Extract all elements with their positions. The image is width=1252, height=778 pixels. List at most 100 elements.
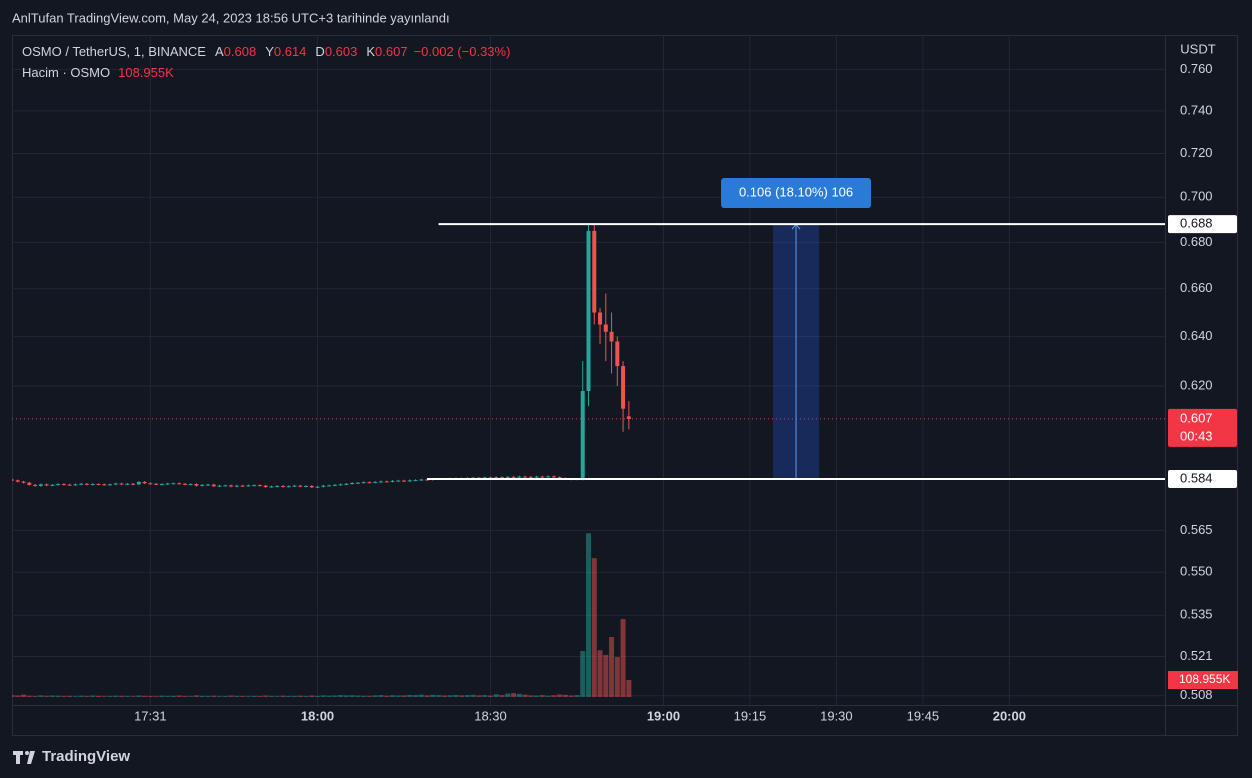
- x-tick-label: 18:30: [474, 708, 507, 723]
- volume-bar: [26, 695, 32, 697]
- volume-bar: [338, 695, 344, 697]
- legend-symbol: OSMO / TetherUS, 1, BINANCE: [22, 44, 206, 59]
- candle-body: [378, 481, 383, 483]
- candle-body: [551, 476, 556, 478]
- volume-bar: [528, 695, 534, 697]
- x-tick-label: 19:15: [734, 708, 767, 723]
- candle-body: [223, 485, 228, 487]
- volume-bar: [55, 695, 61, 697]
- candle-body: [240, 485, 245, 487]
- volume-bar: [67, 695, 73, 697]
- countdown-label: 00:43: [1180, 428, 1213, 443]
- volume-bar: [280, 695, 286, 697]
- candle-body: [592, 230, 597, 313]
- y-tick-label: 0.535: [1180, 607, 1213, 622]
- candle-body: [50, 484, 55, 486]
- volume-bar: [159, 695, 165, 697]
- candle-body: [540, 476, 545, 478]
- volume-bar: [211, 695, 217, 697]
- legend-change: −0.002 (−0.33%): [414, 44, 511, 59]
- volume-bar: [366, 695, 372, 697]
- candle-body: [327, 485, 332, 487]
- candle-body: [534, 476, 539, 478]
- volume-bar: [568, 695, 574, 697]
- volume-bar: [32, 696, 38, 697]
- candle-body: [234, 485, 239, 487]
- candle-body: [425, 479, 430, 481]
- volume-bar: [349, 695, 355, 697]
- volume-bar: [516, 693, 522, 697]
- volume-bar: [389, 695, 395, 697]
- candle-body: [229, 485, 234, 487]
- candle-body: [373, 481, 378, 483]
- volume-bar: [407, 694, 413, 697]
- candle-body: [38, 484, 43, 486]
- volume-bar: [234, 695, 240, 697]
- candle-body: [621, 366, 626, 409]
- volume-bar: [320, 695, 326, 697]
- candle-body: [165, 483, 170, 485]
- candle-body: [546, 476, 551, 478]
- volume-bar: [268, 695, 274, 697]
- volume-bar: [545, 695, 551, 697]
- x-tick-label: 19:45: [907, 708, 940, 723]
- volume-bar: [222, 696, 228, 697]
- volume-bar: [580, 651, 586, 697]
- y-tick-label: 0.620: [1180, 377, 1213, 392]
- candle-body: [304, 485, 309, 487]
- candle-body: [586, 230, 591, 392]
- candle-body: [252, 485, 257, 487]
- candle-body: [246, 485, 251, 487]
- candle-body: [402, 480, 407, 482]
- volume-bar: [84, 696, 90, 697]
- volume-bar: [251, 695, 257, 697]
- volume-bar: [464, 695, 470, 697]
- volume-bar: [78, 695, 84, 697]
- candle-body: [84, 483, 89, 485]
- candle-body: [96, 484, 101, 486]
- candle-body: [309, 485, 314, 488]
- level-label-box: [1168, 215, 1237, 234]
- candle-body: [390, 480, 395, 482]
- candle-body: [280, 485, 285, 487]
- volume-bar: [551, 695, 557, 697]
- volume-bar: [49, 695, 55, 697]
- volume-bar: [113, 695, 119, 697]
- volume-bar: [303, 696, 309, 697]
- volume-bar: [332, 695, 338, 697]
- candle-body: [61, 484, 66, 486]
- volume-bar: [470, 694, 476, 697]
- volume-bar: [15, 695, 21, 697]
- legend-value: 0.608: [224, 44, 257, 59]
- candle-body: [609, 331, 614, 342]
- volume-bar: [534, 695, 540, 697]
- volume-bar: [614, 657, 620, 697]
- y-tick-label: 0.508: [1180, 687, 1213, 702]
- y-tick-label: 0.521: [1180, 648, 1213, 663]
- candle-body: [44, 484, 49, 486]
- volume-bar: [418, 694, 424, 697]
- volume-bar: [274, 696, 280, 697]
- legend-value: 0.607: [375, 44, 408, 59]
- volume-bar: [217, 696, 223, 697]
- volume-bar: [539, 695, 545, 697]
- candle-body: [580, 391, 585, 479]
- candle-body: [332, 484, 337, 486]
- volume-bar: [240, 696, 246, 697]
- volume-bar: [142, 695, 148, 697]
- volume-bar: [95, 695, 101, 697]
- volume-bar: [12, 695, 15, 697]
- y-tick-label: 0.760: [1180, 61, 1213, 76]
- candle-body: [494, 477, 499, 479]
- volume-bar: [430, 694, 436, 697]
- candle-body: [523, 476, 528, 478]
- legend-key: K: [366, 44, 375, 59]
- volume-bar: [188, 696, 194, 697]
- candle-body: [90, 484, 95, 486]
- volume-bar: [199, 695, 205, 697]
- y-axis-label: USDT: [1180, 41, 1215, 56]
- legend-volume-value: 108.955K: [118, 65, 174, 80]
- legend-value: 0.603: [325, 44, 358, 59]
- volume-bar: [257, 696, 263, 697]
